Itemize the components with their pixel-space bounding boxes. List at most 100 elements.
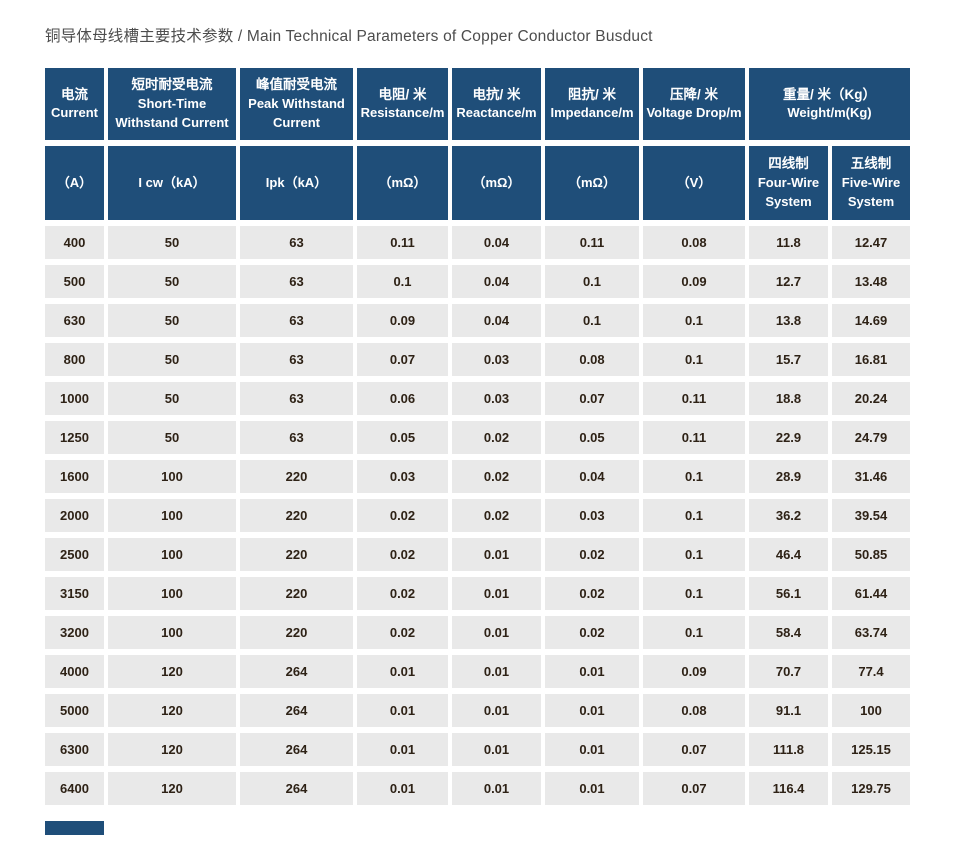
cell: 0.02 bbox=[357, 538, 448, 571]
cell: 0.1 bbox=[643, 538, 745, 571]
cell: 264 bbox=[240, 694, 353, 727]
cell: 0.02 bbox=[545, 577, 639, 610]
cell: 0.1 bbox=[545, 265, 639, 298]
cell: 13.8 bbox=[749, 304, 828, 337]
cell: 63 bbox=[240, 382, 353, 415]
col-header-impedance-en: Impedance/m bbox=[550, 105, 634, 121]
cell: 100 bbox=[108, 499, 236, 532]
cell: 15.7 bbox=[749, 343, 828, 376]
col-header-impedance: 阻抗/ 米 Impedance/m bbox=[545, 68, 639, 140]
cell: 0.07 bbox=[643, 733, 745, 766]
cell: 0.11 bbox=[643, 382, 745, 415]
cell: 63 bbox=[240, 421, 353, 454]
cell: 0.01 bbox=[545, 772, 639, 805]
cell: 0.02 bbox=[357, 577, 448, 610]
col-header-weight: 重量/ 米（Kg） Weight/m(Kg) bbox=[749, 68, 910, 140]
col-header-resistance-zh: 电阻/ 米 bbox=[378, 86, 427, 102]
cell: 0.01 bbox=[452, 616, 541, 649]
table-row: 6300 120 264 0.01 0.01 0.01 0.07 111.8 125.15 bbox=[45, 733, 910, 766]
table-row: 2000 100 220 0.02 0.02 0.03 0.1 36.2 39.54 bbox=[45, 499, 910, 532]
table-row: 3150 100 220 0.02 0.01 0.02 0.1 56.1 61.44 bbox=[45, 577, 910, 610]
four-wire-en: Four-Wire System bbox=[757, 174, 820, 209]
unit-current: （A） bbox=[45, 146, 104, 220]
cell: 0.04 bbox=[545, 460, 639, 493]
cell: 50 bbox=[108, 226, 236, 259]
cell: 120 bbox=[108, 772, 236, 805]
cell: 100 bbox=[108, 538, 236, 571]
cell: 0.05 bbox=[357, 421, 448, 454]
page: 铜导体母线槽主要技术参数 / Main Technical Parameters… bbox=[0, 24, 966, 835]
cell: 39.54 bbox=[832, 499, 910, 532]
col-header-short-time-en: Short-Time Withstand Current bbox=[115, 95, 229, 130]
table-row: 800 50 63 0.07 0.03 0.08 0.1 15.7 16.81 bbox=[45, 343, 910, 376]
cell: 0.09 bbox=[643, 655, 745, 688]
col-header-short-time-zh: 短时耐受电流 bbox=[131, 77, 213, 93]
cell: 100 bbox=[108, 577, 236, 610]
cell: 0.05 bbox=[545, 421, 639, 454]
cell: 0.06 bbox=[357, 382, 448, 415]
col-header-five-wire: 五线制 Five-Wire System bbox=[832, 146, 910, 220]
cell: 800 bbox=[45, 343, 104, 376]
cell: 220 bbox=[240, 499, 353, 532]
cell: 0.03 bbox=[545, 499, 639, 532]
cell: 24.79 bbox=[832, 421, 910, 454]
cell: 0.01 bbox=[452, 655, 541, 688]
table-row: 4000 120 264 0.01 0.01 0.01 0.09 70.7 77.4 bbox=[45, 655, 910, 688]
cell: 0.09 bbox=[357, 304, 448, 337]
cell: 63.74 bbox=[832, 616, 910, 649]
cell: 264 bbox=[240, 655, 353, 688]
col-header-reactance-en: Reactance/m bbox=[456, 105, 537, 121]
cell: 1250 bbox=[45, 421, 104, 454]
header-row-groups: 电流 Current 短时耐受电流 Short-Time Withstand C… bbox=[45, 68, 910, 140]
cell: 46.4 bbox=[749, 538, 828, 571]
table-body: 400 50 63 0.11 0.04 0.11 0.08 11.8 12.47 500 50 63 0… bbox=[45, 226, 910, 805]
unit-resistance: （mΩ） bbox=[357, 146, 448, 220]
cell: 77.4 bbox=[832, 655, 910, 688]
cell: 0.07 bbox=[545, 382, 639, 415]
cell: 50 bbox=[108, 421, 236, 454]
col-header-resistance-en: Resistance/m bbox=[360, 105, 445, 121]
cell: 400 bbox=[45, 226, 104, 259]
cell: 12.7 bbox=[749, 265, 828, 298]
four-wire-zh: 四线制 bbox=[768, 156, 809, 172]
col-header-impedance-zh: 阻抗/ 米 bbox=[567, 86, 616, 102]
cell: 220 bbox=[240, 577, 353, 610]
col-header-voltage-drop-zh: 压降/ 米 bbox=[669, 86, 718, 102]
cell: 0.04 bbox=[452, 304, 541, 337]
cell: 264 bbox=[240, 772, 353, 805]
cell: 0.03 bbox=[452, 382, 541, 415]
cell: 0.1 bbox=[357, 265, 448, 298]
cell: 0.02 bbox=[545, 616, 639, 649]
cell: 20.24 bbox=[832, 382, 910, 415]
cell: 50 bbox=[108, 265, 236, 298]
cell: 58.4 bbox=[749, 616, 828, 649]
cell: 0.04 bbox=[452, 226, 541, 259]
cell: 18.8 bbox=[749, 382, 828, 415]
cell: 0.08 bbox=[643, 226, 745, 259]
cell: 11.8 bbox=[749, 226, 828, 259]
col-header-weight-en: Weight/m(Kg) bbox=[787, 105, 872, 121]
cell: 111.8 bbox=[749, 733, 828, 766]
cell: 63 bbox=[240, 343, 353, 376]
col-header-peak-en: Peak Withstand Current bbox=[248, 95, 345, 130]
cell: 0.07 bbox=[643, 772, 745, 805]
table-row: 6400 120 264 0.01 0.01 0.01 0.07 116.4 129.75 bbox=[45, 772, 910, 805]
cell: 91.1 bbox=[749, 694, 828, 727]
col-header-current-zh: 电流 bbox=[61, 86, 88, 102]
cell: 63 bbox=[240, 304, 353, 337]
table-row: 1000 50 63 0.06 0.03 0.07 0.11 18.8 20.24 bbox=[45, 382, 910, 415]
cell: 0.01 bbox=[545, 655, 639, 688]
cell: 0.01 bbox=[357, 733, 448, 766]
cell: 0.01 bbox=[545, 694, 639, 727]
cell: 100 bbox=[832, 694, 910, 727]
unit-ipk: Ipk（kA） bbox=[240, 146, 353, 220]
col-header-current-en: Current bbox=[51, 105, 98, 121]
cell: 0.1 bbox=[643, 304, 745, 337]
cell: 0.01 bbox=[452, 538, 541, 571]
cell: 56.1 bbox=[749, 577, 828, 610]
unit-impedance: （mΩ） bbox=[545, 146, 639, 220]
cell: 630 bbox=[45, 304, 104, 337]
cell: 3150 bbox=[45, 577, 104, 610]
col-header-resistance: 电阻/ 米 Resistance/m bbox=[357, 68, 448, 140]
cell: 50 bbox=[108, 304, 236, 337]
